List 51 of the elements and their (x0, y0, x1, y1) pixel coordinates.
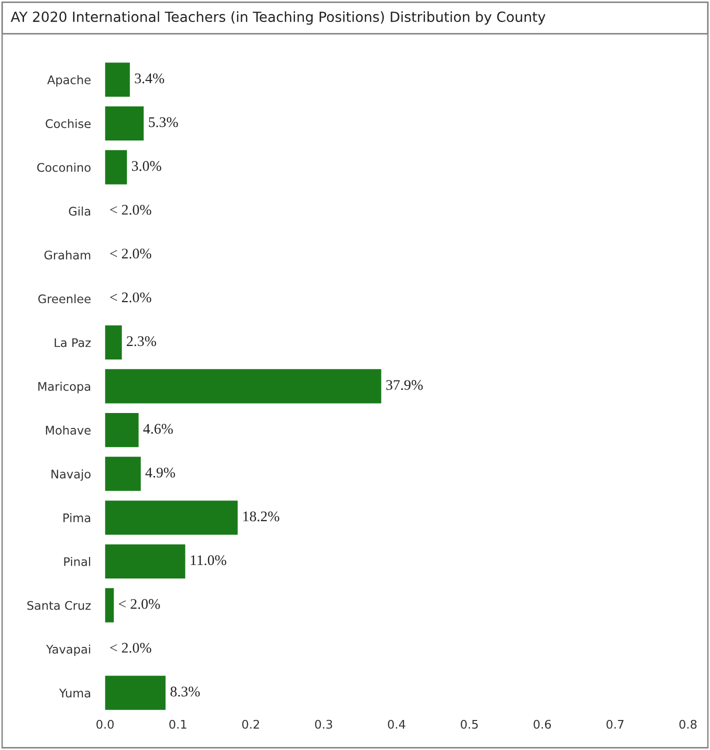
y-tick-label: Yuma (59, 688, 90, 698)
bar (105, 500, 238, 535)
x-tick-label: 0.1 (169, 720, 186, 729)
bar (105, 456, 141, 491)
y-tick-label: Navajo (52, 469, 91, 481)
data-label: 5.3% (148, 117, 178, 128)
bar (105, 325, 122, 360)
x-tick-label: 0.0 (96, 720, 114, 729)
bar (105, 676, 166, 710)
y-tick-label: Yavapai (46, 644, 90, 656)
chart-title: AY 2020 International Teachers (in Teaching Positions) Distribution by County (10, 11, 546, 25)
text: < 2.0% (110, 642, 152, 653)
text: < 2.0% (110, 292, 152, 302)
y-tick-label: Cochise (46, 118, 91, 128)
data-label: 4.6% (143, 424, 173, 434)
y-tick-label: La Paz (54, 338, 91, 348)
text: < 2.0% (110, 248, 152, 259)
data-label: 11.0% (190, 555, 226, 566)
y-tick-label: Apache (47, 75, 91, 87)
x-tick-label: 0.2 (242, 720, 260, 729)
data-label: 4.9% (145, 468, 176, 478)
data-label: < 2.0% (118, 599, 160, 609)
data-label: 18.2% (243, 511, 280, 522)
x-tick-label: 0.4 (388, 720, 406, 729)
bar (105, 369, 382, 404)
x-tick-label: 0.6 (534, 720, 551, 729)
bar (105, 412, 139, 448)
y-tick-label: Greenlee (38, 294, 91, 304)
x-tick-label: 0.7 (606, 720, 624, 729)
bar (105, 150, 127, 184)
y-tick-label: Santa Cruz (27, 600, 91, 610)
y-tick-label: Graham (44, 250, 90, 260)
bar (105, 62, 130, 97)
text: < 2.0% (110, 204, 152, 215)
bar (105, 544, 186, 579)
data-label: 3.0% (132, 161, 162, 171)
y-tick-label: Pima (63, 513, 90, 522)
x-tick-label: 0.8 (679, 720, 697, 729)
y-tick-label: Pinal (64, 556, 90, 566)
x-tick-label: 0.5 (460, 720, 478, 729)
y-tick-label: Mohave (46, 426, 91, 435)
bar (105, 106, 144, 141)
y-tick-label: Maricopa (38, 382, 90, 394)
y-tick-label: Coconino (37, 162, 91, 172)
data-label: 2.3% (126, 336, 156, 346)
data-label: 3.4% (134, 73, 164, 84)
x-tick-label: 0.3 (315, 720, 332, 729)
data-label: 37.9% (386, 380, 423, 390)
bar (105, 588, 114, 622)
y-tick-label: Gila (68, 206, 90, 216)
data-label: 8.3% (170, 686, 200, 697)
